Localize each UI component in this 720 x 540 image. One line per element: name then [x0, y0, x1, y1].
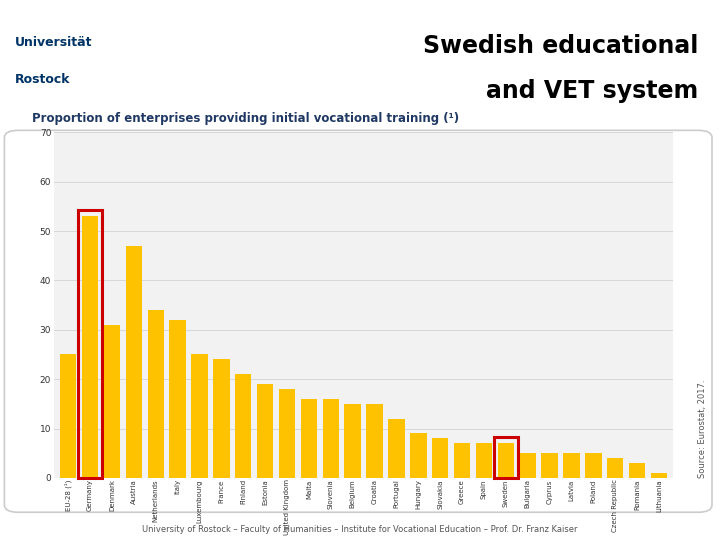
Text: Swedish educational: Swedish educational: [423, 34, 698, 58]
Bar: [344, 404, 361, 478]
Bar: [607, 458, 624, 478]
Bar: [498, 443, 514, 478]
Bar: [410, 434, 426, 478]
Bar: [432, 438, 449, 478]
Bar: [494, 437, 518, 478]
Bar: [454, 443, 470, 478]
FancyBboxPatch shape: [4, 130, 712, 512]
Bar: [82, 216, 99, 478]
Bar: [629, 463, 645, 478]
Bar: [563, 453, 580, 478]
Bar: [257, 384, 274, 478]
Bar: [192, 354, 207, 478]
Text: University of Rostock – Faculty of Humanities – Institute for Vocational Educati: University of Rostock – Faculty of Human…: [143, 524, 577, 534]
Bar: [651, 473, 667, 478]
Bar: [148, 310, 164, 478]
Bar: [279, 389, 295, 478]
Bar: [585, 453, 601, 478]
Bar: [235, 374, 251, 478]
Bar: [104, 325, 120, 478]
Bar: [476, 443, 492, 478]
Bar: [520, 453, 536, 478]
Bar: [301, 399, 317, 478]
Bar: [541, 453, 558, 478]
Bar: [126, 246, 142, 478]
Text: Rostock: Rostock: [14, 72, 70, 86]
Text: Universität: Universität: [14, 36, 92, 49]
Bar: [366, 404, 383, 478]
Bar: [169, 320, 186, 478]
Text: Source: Eurostat, 2017.: Source: Eurostat, 2017.: [698, 380, 706, 478]
Text: Proportion of enterprises providing initial vocational training (¹): Proportion of enterprises providing init…: [32, 112, 459, 125]
Bar: [323, 399, 339, 478]
Bar: [388, 418, 405, 478]
Bar: [60, 354, 76, 478]
Bar: [213, 360, 230, 478]
Text: and VET system: and VET system: [486, 79, 698, 103]
Bar: [78, 210, 102, 478]
